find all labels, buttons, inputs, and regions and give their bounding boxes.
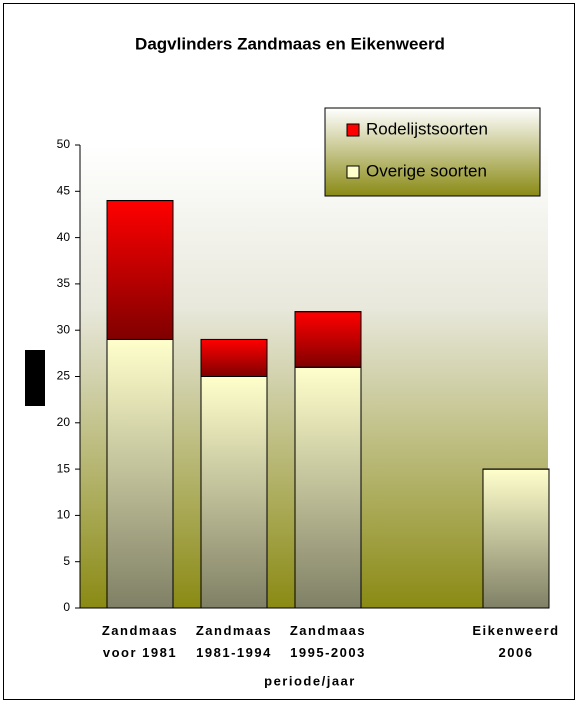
legend [324,107,541,197]
x-tick-label: Zandmaas 1995-2003 [289,623,367,660]
legend-swatch [346,123,360,137]
y-tick-label: 25 [57,369,71,383]
y-tick-label: 50 [57,137,71,151]
y-tick-label: 30 [57,322,71,336]
x-tick-label: Eikenweerd 2006 [472,623,560,660]
bar-shade [294,366,362,609]
x-axis-title: periode/jaar [264,673,356,688]
hidden-axis-title [25,350,45,406]
bar-shade [200,376,268,609]
y-tick-label: 35 [57,276,71,290]
x-tick-label: Zandmaas 1981-1994 [195,623,273,660]
legend-swatch [346,165,360,179]
bar-shade [482,468,550,609]
y-tick-label: 45 [57,183,71,197]
bar-shade [294,311,362,368]
x-tick-label: Zandmaas voor 1981 [101,623,179,660]
y-tick-label: 5 [63,554,70,568]
y-tick-label: 10 [57,508,71,522]
y-tick-label: 40 [57,230,71,244]
y-tick-label: 15 [57,461,71,475]
legend-label: Rodelijstsoorten [366,119,488,138]
y-tick-label: 20 [57,415,71,429]
chart-title: Dagvlinders Zandmaas en Eikenweerd [135,34,445,53]
bar-shade [106,200,174,340]
y-tick-label: 0 [63,600,70,614]
legend-label: Overige soorten [366,161,487,180]
bar-shade [200,338,268,377]
bar-shade [106,338,174,609]
